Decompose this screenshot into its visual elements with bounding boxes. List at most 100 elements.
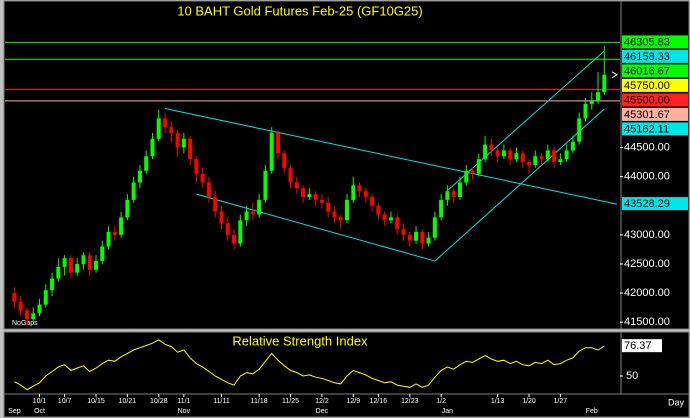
- candle-body: [68, 258, 73, 273]
- x-tick-label: 1/20: [522, 398, 536, 405]
- candle-body: [407, 234, 412, 241]
- y-tick-label: 41500.00: [624, 316, 670, 328]
- price-label-bg: [622, 122, 688, 136]
- candle-body: [18, 301, 23, 311]
- candle-body: [294, 182, 299, 189]
- rsi-title: Relative Strength Index: [232, 333, 368, 348]
- x-tick-label: 10/1: [33, 398, 47, 405]
- candle-body: [351, 185, 356, 200]
- x-tick-label: 11/18: [251, 398, 268, 405]
- candle-body: [112, 231, 117, 235]
- candle-body: [489, 144, 494, 151]
- price-label: 46016.67: [624, 65, 670, 77]
- candle-body: [137, 170, 142, 183]
- price-label: 45162.11: [624, 123, 669, 135]
- candle-body: [363, 191, 368, 198]
- y-tick-label: 44500.00: [624, 141, 670, 153]
- last-arrow: [611, 71, 618, 79]
- candle-body: [533, 156, 538, 165]
- price-label-bg: [622, 197, 688, 211]
- chart-title: 10 BAHT Gold Futures Feb-25 (GF10G25): [177, 3, 422, 18]
- candle-body: [432, 217, 437, 238]
- candle-body: [269, 132, 274, 171]
- candle-body: [577, 118, 582, 142]
- candle-body: [514, 153, 519, 160]
- trend-line: [434, 108, 605, 262]
- candle-body: [50, 278, 55, 291]
- candle-body: [206, 182, 211, 198]
- candle-body: [596, 92, 601, 101]
- price-label-bg: [622, 93, 688, 107]
- candle-body: [301, 188, 306, 198]
- candle-body: [476, 159, 481, 174]
- candle-body: [445, 191, 450, 200]
- candle-body: [401, 229, 406, 235]
- candle-body: [188, 138, 193, 160]
- candle-body: [357, 185, 362, 192]
- x-tick-label: 10/15: [87, 398, 105, 405]
- candle-body: [250, 211, 255, 215]
- candle-body: [483, 144, 488, 160]
- candle-body: [238, 220, 243, 244]
- price-label-bg: [622, 78, 688, 92]
- candle-body: [313, 194, 318, 200]
- candle-body: [24, 310, 29, 320]
- candle-body: [100, 246, 105, 262]
- candle-body: [520, 153, 525, 163]
- candle-body: [539, 156, 544, 160]
- candle-body: [181, 138, 186, 148]
- rsi-label: 76.37: [624, 340, 652, 352]
- candle-body: [388, 217, 393, 221]
- candle-body: [439, 199, 444, 218]
- candle-body: [545, 150, 550, 160]
- candle-body: [420, 231, 425, 244]
- candle-body: [244, 211, 249, 221]
- candle-body: [589, 100, 594, 104]
- candle-body: [470, 170, 475, 174]
- candle-body: [307, 194, 312, 198]
- candle-body: [464, 170, 469, 183]
- y-tick-label: 42000.00: [624, 287, 670, 299]
- candle-body: [527, 162, 532, 165]
- candle-body: [175, 132, 180, 148]
- x-tick-label: 1/27: [554, 398, 568, 405]
- price-label-bg: [622, 107, 688, 121]
- x-tick-label: 10/7: [58, 398, 72, 405]
- x-tick-label: 10/21: [119, 398, 137, 405]
- x-tick-label: 1/13: [491, 398, 505, 405]
- candle-body: [31, 313, 36, 320]
- candle-body: [144, 156, 149, 171]
- candle-body: [382, 214, 387, 221]
- candle-body: [257, 199, 262, 215]
- candle-body: [457, 182, 462, 198]
- candle-body: [119, 217, 124, 235]
- candle-body: [194, 159, 199, 174]
- price-label: 45500.00: [624, 94, 670, 106]
- price-panel: [3, 0, 622, 330]
- candle-body: [125, 199, 130, 218]
- candle-body: [163, 118, 168, 128]
- x-tick-label: 12/23: [401, 398, 419, 405]
- price-label-bg: [622, 49, 688, 63]
- x-axis: [3, 393, 690, 418]
- candle-body: [552, 150, 557, 163]
- candle-body: [81, 255, 86, 264]
- candle-body: [225, 223, 230, 235]
- x-month-label: Sep: [8, 408, 21, 415]
- x-month-label: Feb: [586, 408, 598, 415]
- candle-body: [282, 153, 287, 168]
- x-month-label: Jan: [442, 408, 453, 415]
- candle-body: [156, 118, 161, 139]
- candle-body: [37, 304, 42, 314]
- price-label: 46158.33: [624, 51, 670, 63]
- candle-body: [87, 255, 92, 270]
- candle-body: [345, 199, 350, 221]
- candle-body: [583, 103, 588, 119]
- price-label: 45750.00: [624, 80, 670, 92]
- rsi-line: [14, 339, 605, 391]
- x-axis-label: Day: [668, 397, 685, 407]
- trend-line: [196, 193, 436, 262]
- candle-body: [200, 173, 205, 183]
- candle-body: [332, 211, 337, 218]
